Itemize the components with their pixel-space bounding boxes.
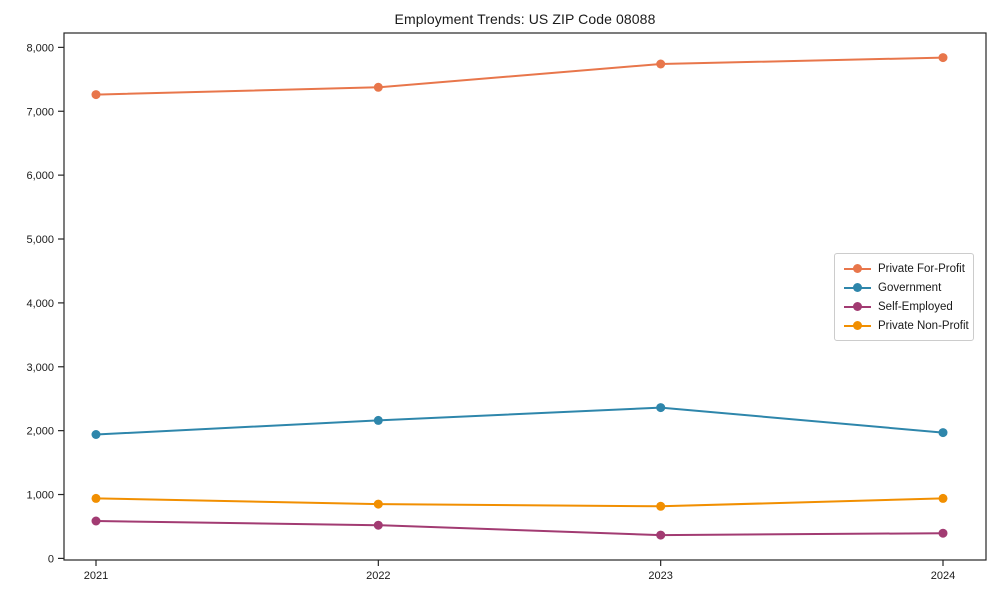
y-tick-label: 8,000 <box>26 42 54 54</box>
legend-label: Self-Employed <box>878 300 953 313</box>
data-point-self-employed <box>938 528 948 538</box>
data-point-private-for-profit <box>91 90 101 100</box>
legend-dot-icon <box>853 283 862 292</box>
y-tick-label: 6,000 <box>26 170 54 182</box>
data-point-private-for-profit <box>656 59 666 69</box>
data-point-self-employed <box>91 516 101 526</box>
legend-item-government: Government <box>844 278 964 297</box>
data-point-government <box>938 428 948 438</box>
x-tick-label: 2022 <box>366 570 390 582</box>
legend-marker-private-non-profit <box>844 320 871 331</box>
data-point-government <box>373 415 383 425</box>
x-tick-label: 2021 <box>84 570 108 582</box>
series-line-self-employed <box>95 520 944 537</box>
y-tick-label: 2,000 <box>26 426 54 438</box>
legend-marker-self-employed <box>844 301 871 312</box>
data-point-private-non-profit <box>938 493 948 503</box>
y-tick-label: 4,000 <box>26 298 54 310</box>
y-tick-label: 7,000 <box>26 106 54 118</box>
legend-label: Private For-Profit <box>878 262 965 275</box>
legend-dot-icon <box>853 321 862 330</box>
x-tick-label: 2023 <box>648 570 672 582</box>
legend: Private For-Profit Government Self-Employe… <box>834 253 974 341</box>
y-tick-label: 3,000 <box>26 362 54 374</box>
series-line-private-non-profit <box>95 497 944 508</box>
legend-item-private-for-profit: Private For-Profit <box>844 259 965 278</box>
data-point-private-for-profit <box>938 53 948 63</box>
legend-item-private-non-profit: Private Non-Profit <box>844 316 969 335</box>
legend-label: Private Non-Profit <box>878 319 969 332</box>
y-tick-label: 5,000 <box>26 234 54 246</box>
data-point-private-non-profit <box>91 493 101 503</box>
data-point-government <box>656 403 666 413</box>
chart-title: Employment Trends: US ZIP Code 08088 <box>394 11 656 27</box>
legend-label: Government <box>878 281 942 294</box>
legend-item-self-employed: Self-Employed <box>844 297 964 316</box>
y-tick-label: 1,000 <box>26 490 54 502</box>
plot-border <box>63 32 987 561</box>
y-tick-label: 0 <box>48 553 54 565</box>
series-line-government <box>95 406 944 436</box>
series-line-private-for-profit <box>95 56 944 96</box>
data-point-private-non-profit <box>373 499 383 509</box>
data-point-private-for-profit <box>373 82 383 92</box>
data-point-private-non-profit <box>656 501 666 511</box>
data-point-self-employed <box>373 520 383 530</box>
legend-dot-icon <box>853 302 862 311</box>
legend-marker-private-for-profit <box>844 263 871 274</box>
legend-dot-icon <box>853 264 862 273</box>
data-point-government <box>91 430 101 439</box>
x-tick-label: 2024 <box>931 570 955 582</box>
data-point-self-employed <box>656 530 666 540</box>
legend-marker-government <box>844 282 871 293</box>
